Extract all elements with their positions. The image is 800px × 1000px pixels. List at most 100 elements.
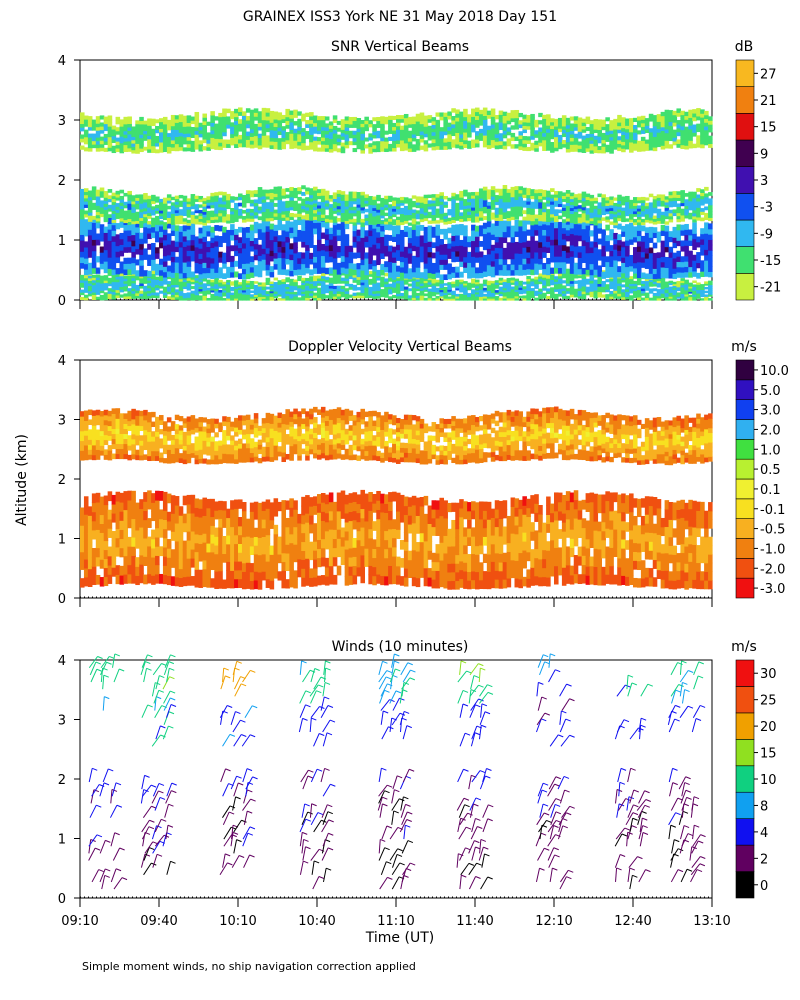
- heatmap-cell: [344, 211, 350, 216]
- heatmap-cell: [407, 217, 413, 221]
- heatmap-cell: [585, 252, 591, 259]
- heatmap-cell: [230, 261, 235, 268]
- heatmap-cell: [356, 229, 362, 236]
- heatmap-cell: [162, 208, 168, 212]
- heatmap-cell: [372, 199, 377, 203]
- heatmap-cell: [431, 197, 437, 201]
- heatmap-cell: [218, 112, 223, 118]
- heatmap-cell: [392, 136, 397, 142]
- heatmap-cell: [257, 190, 263, 195]
- heatmap-cell: [573, 205, 579, 210]
- heatmap-cell: [557, 191, 563, 195]
- heatmap-cell: [384, 240, 389, 246]
- heatmap-cell: [111, 268, 117, 276]
- heatmap-cell: [506, 211, 512, 215]
- heatmap-cell: [411, 201, 417, 205]
- heatmap-cell: [396, 249, 401, 256]
- heatmap-cell: [194, 141, 200, 146]
- heatmap-cell: [91, 282, 97, 286]
- heatmap-cell: [313, 275, 318, 279]
- heatmap-cell: [309, 258, 314, 265]
- heatmap-cell: [328, 272, 334, 276]
- heatmap-cell: [463, 235, 468, 242]
- heatmap-cell: [490, 189, 496, 194]
- heatmap-cell: [352, 194, 358, 199]
- heatmap-cell: [123, 192, 128, 197]
- heatmap-cell: [561, 233, 567, 240]
- heatmap-cell: [514, 289, 520, 293]
- heatmap-cell: [87, 126, 93, 131]
- heatmap-cell: [313, 122, 318, 127]
- heatmap-cell: [411, 292, 417, 296]
- heatmap-cell: [597, 254, 602, 261]
- heatmap-cell: [439, 293, 444, 297]
- heatmap-cell: [222, 124, 227, 129]
- heatmap-cell: [554, 250, 559, 257]
- heatmap-cell: [396, 132, 401, 137]
- heatmap-cell: [83, 230, 89, 237]
- heatmap-cell: [170, 266, 176, 273]
- heatmap-cell: [241, 219, 247, 223]
- heatmap-cell: [293, 132, 298, 137]
- heatmap-cell: [423, 282, 429, 286]
- heatmap-cell: [644, 292, 650, 296]
- heatmap-cell: [249, 229, 255, 236]
- heatmap-cell: [178, 297, 184, 301]
- heatmap-cell: [526, 191, 531, 196]
- heatmap-cell: [475, 218, 480, 223]
- heatmap-cell: [234, 292, 239, 295]
- heatmap-cell: [166, 119, 172, 124]
- heatmap-cell: [577, 216, 583, 221]
- heatmap-cell: [415, 124, 421, 129]
- heatmap-cell: [261, 264, 267, 271]
- heatmap-cell: [368, 218, 373, 222]
- heatmap-cell: [309, 141, 314, 146]
- heatmap-cell: [214, 201, 219, 205]
- heatmap-cell: [676, 197, 681, 201]
- heatmap-cell: [83, 224, 89, 231]
- heatmap-cell: [502, 289, 508, 293]
- heatmap-cell: [384, 261, 389, 268]
- heatmap-cell: [178, 114, 184, 119]
- heatmap-cell: [352, 235, 358, 243]
- heatmap-cell: [194, 297, 200, 301]
- heatmap-cell: [182, 279, 188, 283]
- heatmap-cell: [597, 238, 602, 245]
- heatmap-cell: [332, 280, 338, 284]
- heatmap-cell: [589, 203, 595, 207]
- heatmap-cell: [629, 208, 634, 212]
- heatmap-cell: [277, 292, 283, 295]
- heatmap-cell: [131, 146, 136, 151]
- heatmap-cell: [656, 194, 662, 198]
- heatmap-cell: [317, 297, 322, 301]
- heatmap-cell: [613, 290, 618, 294]
- heatmap-cell: [514, 293, 520, 297]
- heatmap-cell: [514, 241, 520, 249]
- heatmap-cell: [403, 231, 409, 237]
- heatmap-cell: [293, 258, 298, 265]
- heatmap-cell: [415, 281, 421, 285]
- heatmap-cell: [265, 119, 271, 125]
- heatmap-cell: [704, 193, 709, 198]
- heatmap-cell: [613, 259, 618, 266]
- heatmap-cell: [289, 295, 294, 299]
- heatmap-cell: [344, 239, 350, 247]
- heatmap-cell: [293, 109, 298, 115]
- heatmap-cell: [704, 212, 709, 217]
- heatmap-cell: [471, 229, 476, 236]
- heatmap-cell: [241, 210, 247, 214]
- heatmap-cell: [640, 288, 646, 292]
- heatmap-cell: [107, 115, 113, 120]
- heatmap-cell: [589, 263, 595, 270]
- heatmap-cell: [629, 210, 634, 215]
- heatmap-cell: [648, 216, 654, 221]
- heatmap-cell: [241, 138, 247, 144]
- heatmap-cell: [692, 280, 697, 284]
- heatmap-cell: [159, 282, 164, 287]
- heatmap-cell: [475, 267, 480, 274]
- heatmap-cell: [265, 293, 271, 297]
- heatmap-cell: [313, 278, 318, 282]
- heatmap-cell: [648, 252, 654, 259]
- heatmap-cell: [309, 204, 314, 208]
- heatmap-cell: [640, 280, 646, 284]
